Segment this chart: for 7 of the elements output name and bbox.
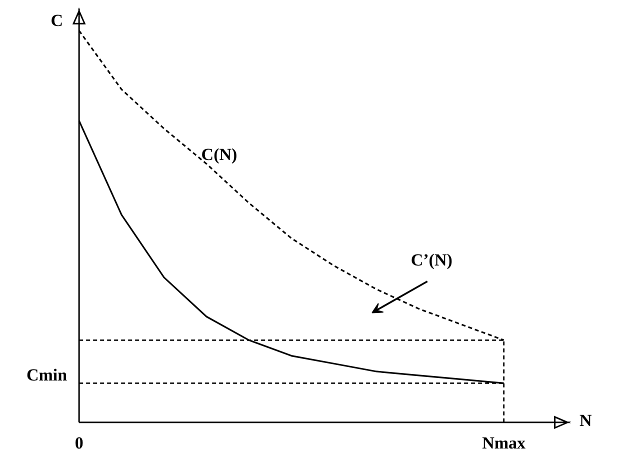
ref-line-label: Cmin: [26, 366, 68, 385]
x-tick-label: Nmax: [482, 433, 526, 452]
annotation: C’(N): [410, 250, 452, 270]
annotation: C(N): [201, 144, 238, 164]
y-axis-title: C: [50, 11, 64, 30]
x-tick-label: 0: [74, 433, 84, 452]
x-axis-title: N: [580, 410, 593, 430]
